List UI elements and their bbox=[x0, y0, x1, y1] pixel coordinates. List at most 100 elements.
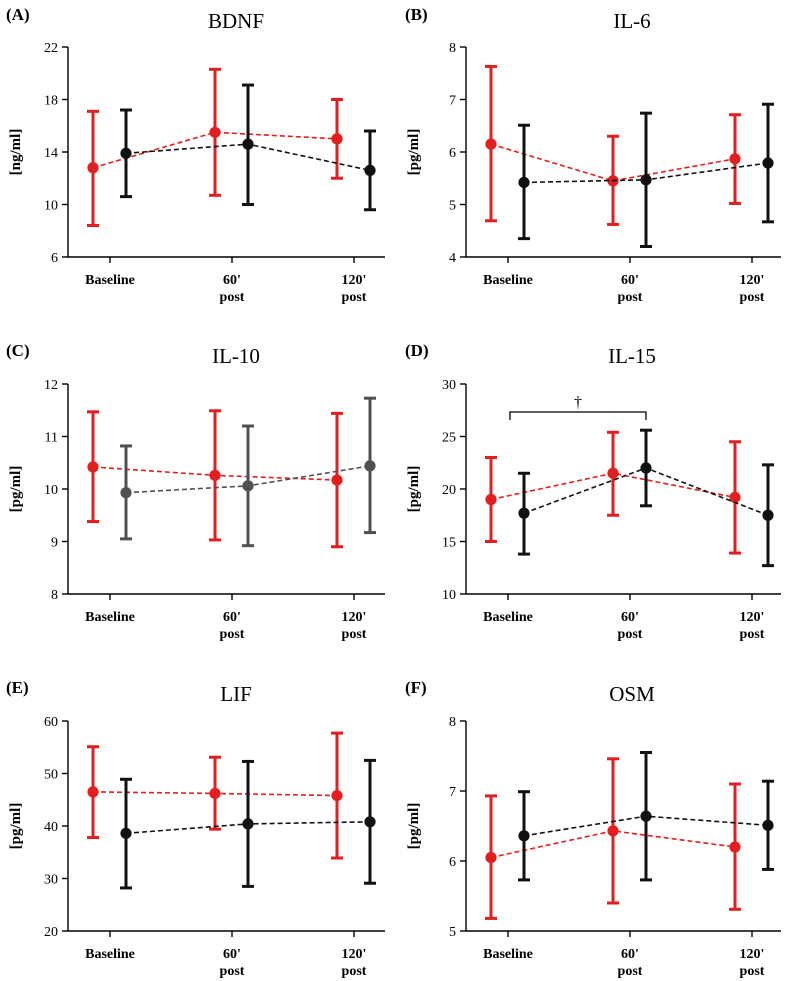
y-tick-label: 7 bbox=[449, 94, 456, 109]
y-tick-label: 9 bbox=[51, 536, 58, 551]
x-tick-label: 120' bbox=[740, 610, 765, 625]
data-point bbox=[209, 126, 221, 138]
y-tick-label: 5 bbox=[449, 199, 456, 214]
y-tick-label: 20 bbox=[44, 925, 58, 940]
x-tick-label: post bbox=[342, 627, 367, 642]
data-point bbox=[607, 825, 619, 837]
significance-bracket bbox=[509, 411, 647, 420]
data-point bbox=[762, 157, 774, 169]
y-tick-label: 12 bbox=[44, 378, 58, 393]
y-tick-label: 40 bbox=[44, 820, 58, 835]
x-tick-label: 120' bbox=[342, 273, 367, 288]
panel-lif: (E) LIF [pg/ml] 20 30 40 50 60 Baseline 60' post 12… bbox=[6, 678, 385, 979]
y-tick-label: 7 bbox=[449, 785, 456, 800]
x-tick-label: 60' bbox=[621, 947, 639, 962]
data-point bbox=[640, 810, 652, 822]
data-point bbox=[762, 819, 774, 831]
data-point bbox=[331, 789, 343, 802]
y-axis-label: [pg/ml] bbox=[8, 803, 24, 850]
data-point bbox=[242, 480, 254, 492]
data-point bbox=[331, 133, 343, 145]
data-point bbox=[209, 787, 221, 800]
chart-title: LIF bbox=[220, 682, 252, 706]
y-axis-label: [pg/ml] bbox=[406, 803, 422, 850]
y-axis-label: [pg/ml] bbox=[8, 466, 24, 513]
data-point bbox=[485, 138, 497, 150]
y-tick-label: 30 bbox=[442, 378, 456, 393]
y-tick-label: 4 bbox=[449, 251, 456, 266]
chart-title: IL-6 bbox=[613, 9, 650, 33]
x-tick-label: Baseline bbox=[483, 610, 533, 625]
y-tick-label: 10 bbox=[44, 199, 58, 214]
x-tick-label: Baseline bbox=[85, 610, 135, 625]
x-tick-label: 120' bbox=[342, 947, 367, 962]
data-point bbox=[518, 830, 530, 842]
y-tick-label: 60 bbox=[44, 715, 58, 730]
data-point bbox=[640, 174, 652, 186]
data-point bbox=[518, 507, 530, 519]
data-point bbox=[485, 493, 497, 506]
y-tick-label: 18 bbox=[44, 94, 58, 109]
x-tick-label: 120' bbox=[342, 610, 367, 625]
panel-bdnf: (A) BDNF [ng/ml] 6 10 14 18 22 Baseline 60' post 12… bbox=[6, 5, 385, 305]
x-tick-label: 60' bbox=[621, 273, 639, 288]
panel-label: (E) bbox=[6, 678, 29, 697]
x-tick-label: Baseline bbox=[483, 273, 533, 288]
series-line-red bbox=[490, 143, 736, 182]
data-point bbox=[120, 487, 132, 499]
data-point bbox=[518, 176, 530, 189]
y-axis-label: [ng/ml] bbox=[8, 129, 24, 176]
data-point bbox=[729, 491, 741, 503]
x-tick-label: post bbox=[618, 290, 643, 305]
data-point bbox=[485, 851, 497, 864]
x-tick-label: post bbox=[220, 290, 245, 305]
x-tick-label: post bbox=[220, 627, 245, 642]
data-point bbox=[729, 841, 741, 853]
x-tick-label: post bbox=[618, 627, 643, 642]
y-tick-label: 8 bbox=[449, 41, 456, 56]
data-point bbox=[87, 786, 99, 798]
y-tick-label: 14 bbox=[44, 146, 58, 161]
panel-il-10: (C) IL-10 [pg/ml] 8 9 10 11 12 Baseline 60' post 12… bbox=[6, 341, 385, 642]
y-tick-label: 11 bbox=[45, 431, 58, 446]
y-tick-label: 8 bbox=[51, 588, 58, 603]
x-tick-label: 60' bbox=[223, 947, 241, 962]
y-axis-label: [pg/ml] bbox=[406, 466, 422, 513]
y-tick-label: 10 bbox=[442, 588, 456, 603]
panel-osm: (F) OSM [pg/ml] 5 6 7 8 Baseline 60' post 120' post bbox=[405, 678, 781, 979]
x-tick-label: Baseline bbox=[85, 273, 135, 288]
x-tick-label: post bbox=[740, 964, 765, 979]
data-point bbox=[331, 474, 343, 486]
y-tick-label: 5 bbox=[449, 925, 456, 940]
data-point bbox=[607, 467, 619, 479]
y-tick-label: 6 bbox=[51, 251, 58, 266]
y-tick-label: 6 bbox=[449, 855, 456, 870]
y-tick-label: 20 bbox=[442, 483, 456, 498]
x-tick-label: post bbox=[342, 290, 367, 305]
data-point bbox=[364, 164, 376, 176]
chart-title: BDNF bbox=[208, 9, 264, 33]
data-point bbox=[640, 462, 652, 474]
x-tick-label: post bbox=[740, 627, 765, 642]
panel-label: (D) bbox=[405, 341, 429, 360]
y-axis-label: [pg/ml] bbox=[406, 129, 422, 176]
data-point bbox=[364, 460, 376, 472]
panel-label: (C) bbox=[6, 341, 30, 360]
x-tick-label: 120' bbox=[740, 273, 765, 288]
x-tick-label: post bbox=[740, 290, 765, 305]
data-point bbox=[209, 469, 221, 481]
y-tick-label: 50 bbox=[44, 768, 58, 783]
y-tick-label: 22 bbox=[44, 41, 58, 56]
x-tick-label: post bbox=[220, 964, 245, 979]
data-point bbox=[364, 816, 376, 828]
panel-label: (F) bbox=[405, 678, 427, 697]
data-point bbox=[729, 153, 741, 165]
x-tick-label: post bbox=[342, 964, 367, 979]
y-tick-label: 30 bbox=[44, 873, 58, 888]
x-tick-label: 60' bbox=[223, 610, 241, 625]
x-tick-label: Baseline bbox=[85, 947, 135, 962]
significance-marker: † bbox=[574, 394, 582, 411]
chart-title: IL-15 bbox=[608, 344, 656, 368]
data-point bbox=[242, 138, 254, 150]
data-point bbox=[87, 461, 99, 473]
